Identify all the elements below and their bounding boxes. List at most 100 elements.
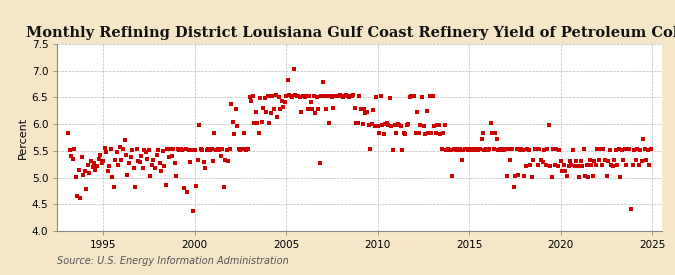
- Point: [82, 163, 93, 167]
- Point: [340, 93, 351, 98]
- Point: [185, 160, 196, 164]
- Point: [290, 93, 301, 98]
- Point: [171, 174, 182, 178]
- Point: [209, 131, 220, 135]
- Point: [168, 147, 179, 152]
- Point: [134, 160, 145, 164]
- Point: [597, 163, 608, 167]
- Point: [150, 166, 161, 171]
- Point: [352, 121, 363, 125]
- Point: [167, 153, 178, 158]
- Point: [403, 121, 414, 126]
- Point: [78, 173, 89, 177]
- Point: [333, 94, 344, 98]
- Point: [308, 94, 319, 98]
- Point: [546, 174, 557, 179]
- Point: [432, 122, 443, 127]
- Point: [560, 168, 571, 173]
- Point: [313, 106, 323, 111]
- Point: [363, 123, 374, 127]
- Point: [305, 100, 316, 104]
- Point: [516, 147, 526, 151]
- Point: [537, 160, 548, 164]
- Point: [130, 185, 140, 189]
- Point: [398, 131, 409, 135]
- Point: [470, 148, 481, 152]
- Point: [644, 163, 655, 167]
- Point: [458, 148, 468, 152]
- Point: [238, 131, 249, 135]
- Point: [456, 158, 467, 163]
- Point: [131, 147, 142, 151]
- Point: [453, 148, 464, 153]
- Point: [198, 160, 209, 164]
- Point: [392, 121, 403, 126]
- Point: [369, 123, 380, 128]
- Point: [467, 147, 478, 151]
- Point: [64, 148, 75, 152]
- Point: [570, 159, 581, 163]
- Point: [396, 123, 406, 128]
- Point: [529, 147, 540, 152]
- Point: [344, 95, 354, 99]
- Point: [389, 123, 400, 127]
- Point: [84, 171, 95, 175]
- Point: [539, 148, 549, 152]
- Point: [104, 164, 115, 168]
- Point: [554, 148, 565, 152]
- Point: [487, 131, 497, 135]
- Point: [93, 157, 104, 161]
- Point: [577, 164, 588, 169]
- Point: [65, 153, 76, 158]
- Point: [322, 94, 333, 98]
- Point: [517, 148, 528, 152]
- Point: [568, 148, 578, 152]
- Point: [162, 147, 173, 151]
- Point: [360, 111, 371, 115]
- Y-axis label: Percent: Percent: [18, 116, 28, 159]
- Point: [182, 190, 192, 194]
- Point: [279, 100, 290, 104]
- Point: [146, 163, 157, 167]
- Point: [176, 147, 186, 152]
- Point: [200, 166, 211, 171]
- Point: [381, 120, 392, 125]
- Point: [563, 164, 574, 168]
- Point: [380, 121, 391, 126]
- Point: [208, 159, 219, 163]
- Point: [358, 106, 369, 111]
- Point: [116, 158, 127, 163]
- Point: [195, 147, 206, 152]
- Point: [433, 123, 444, 127]
- Point: [465, 148, 476, 152]
- Point: [217, 147, 227, 152]
- Point: [374, 131, 385, 135]
- Point: [562, 174, 572, 178]
- Point: [157, 149, 168, 154]
- Point: [520, 164, 531, 168]
- Point: [273, 95, 284, 99]
- Point: [627, 163, 638, 167]
- Point: [447, 174, 458, 178]
- Point: [616, 148, 627, 152]
- Point: [373, 123, 383, 128]
- Point: [81, 187, 92, 191]
- Point: [128, 166, 139, 170]
- Point: [172, 147, 183, 151]
- Point: [140, 150, 151, 154]
- Point: [98, 159, 109, 163]
- Point: [224, 147, 235, 152]
- Point: [472, 147, 483, 151]
- Point: [263, 94, 273, 98]
- Point: [574, 174, 585, 179]
- Point: [493, 148, 504, 152]
- Point: [334, 93, 345, 98]
- Point: [591, 163, 601, 167]
- Point: [525, 163, 536, 167]
- Point: [624, 147, 635, 152]
- Point: [615, 174, 626, 179]
- Point: [325, 94, 336, 98]
- Point: [253, 131, 264, 135]
- Point: [637, 159, 647, 163]
- Point: [121, 152, 132, 157]
